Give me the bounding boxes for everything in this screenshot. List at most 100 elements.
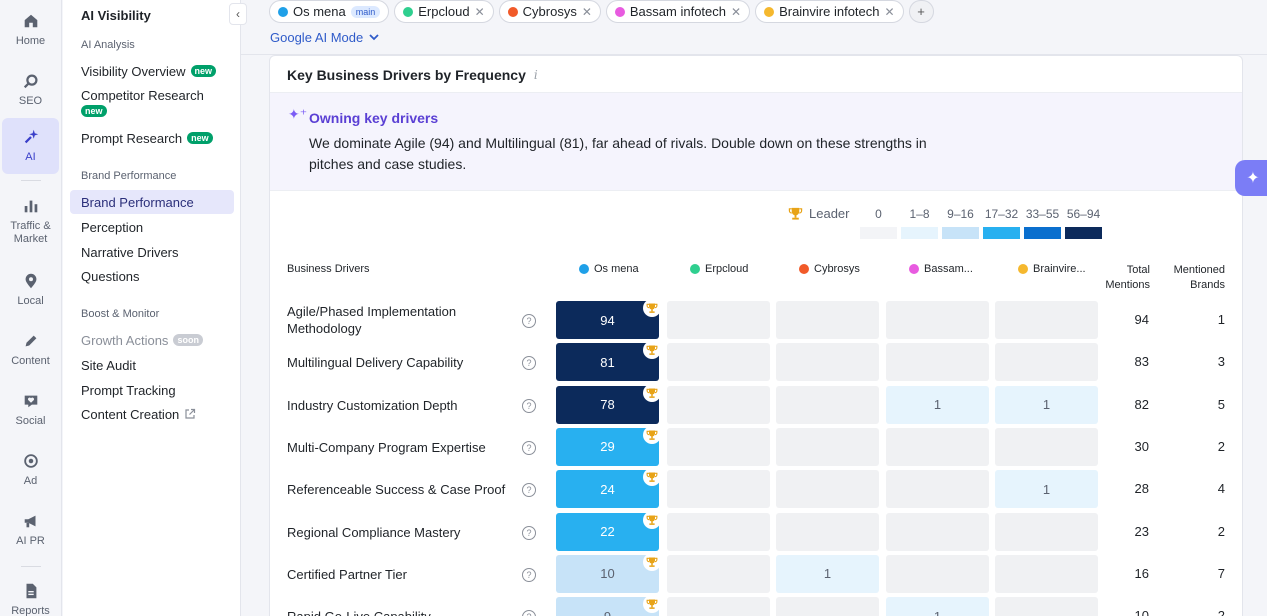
col-header-brand[interactable]: Bassam... xyxy=(909,263,973,275)
sidebar-item-visibility-overview[interactable]: Visibility Overview new xyxy=(70,59,234,83)
heatmap-cell[interactable] xyxy=(886,343,989,382)
help-icon[interactable]: ? xyxy=(522,398,536,413)
heatmap-cell[interactable]: 78 xyxy=(556,383,661,424)
heatmap-cell[interactable] xyxy=(776,343,879,382)
sidebar-item-label: Growth Actions xyxy=(81,332,169,348)
col-header-brand[interactable]: Cybrosys xyxy=(799,263,860,275)
info-icon[interactable]: i xyxy=(533,68,538,82)
heatmap-cell[interactable] xyxy=(776,470,879,509)
heatmap-cell[interactable] xyxy=(776,427,879,466)
col-header-brand[interactable]: Os mena xyxy=(579,263,639,275)
sidebar-item-competitor-research[interactable]: Competitor Research new xyxy=(70,84,234,122)
nav-content[interactable]: Content xyxy=(2,322,59,378)
legend-swatch xyxy=(983,227,1020,239)
help-icon[interactable]: ? xyxy=(522,483,536,498)
heatmap-cell[interactable] xyxy=(886,512,989,551)
nav-seo[interactable]: SEO xyxy=(2,62,59,118)
heatmap-cell[interactable] xyxy=(886,470,989,509)
chip-erpcloud[interactable]: Erpcloud ✕ xyxy=(394,0,494,23)
heatmap-cell[interactable]: 81 xyxy=(556,341,661,382)
row-total-mentions: 82 xyxy=(1134,396,1149,412)
col-header-brand[interactable]: Brainvire... xyxy=(1018,263,1086,275)
remove-icon[interactable]: ✕ xyxy=(474,4,485,19)
legend-swatch xyxy=(942,227,979,239)
chip-brainvire-infotech[interactable]: Brainvire infotech ✕ xyxy=(755,0,904,23)
heatmap-cell[interactable]: 1 xyxy=(886,385,989,424)
home-icon xyxy=(24,14,37,28)
sidebar-item-narrative-drivers[interactable]: Narrative Drivers xyxy=(70,240,234,264)
remove-icon[interactable]: ✕ xyxy=(581,4,592,19)
heatmap-cell[interactable] xyxy=(886,301,989,339)
row-driver-label: Rapid Go-Live Capability xyxy=(287,608,512,616)
nav-ai[interactable]: AI xyxy=(2,118,59,174)
add-competitor-button[interactable]: + xyxy=(908,0,934,23)
help-icon[interactable]: ? xyxy=(522,567,536,582)
help-icon[interactable]: ? xyxy=(522,314,536,328)
heatmap-cell[interactable] xyxy=(667,385,770,424)
ai-mode-selector[interactable]: Google AI Mode xyxy=(270,30,379,45)
help-icon[interactable]: ? xyxy=(522,356,536,371)
heatmap-cell[interactable]: 1 xyxy=(995,470,1098,509)
nav-reports[interactable]: Reports xyxy=(2,572,59,616)
chip-os-mena[interactable]: Os mena main xyxy=(269,0,390,23)
heatmap-cell[interactable] xyxy=(667,554,770,593)
sidebar-item-prompt-tracking[interactable]: Prompt Tracking xyxy=(70,378,234,402)
nav-social[interactable]: Social xyxy=(2,382,59,438)
heatmap-cell[interactable]: 22 xyxy=(556,510,661,551)
heatmap-cell[interactable] xyxy=(667,343,770,382)
ai-assistant-button[interactable]: ✦ xyxy=(1235,160,1267,196)
row-total-mentions: 94 xyxy=(1134,312,1149,327)
heatmap-cell[interactable] xyxy=(776,597,879,616)
col-header-brand[interactable]: Erpcloud xyxy=(690,263,748,275)
heatmap-cell[interactable] xyxy=(886,554,989,593)
new-badge: new xyxy=(187,132,213,144)
sidebar-item-label: Visibility Overview xyxy=(81,63,186,79)
remove-icon[interactable]: ✕ xyxy=(731,4,742,19)
heatmap-cell[interactable]: 29 xyxy=(556,425,661,466)
help-icon[interactable]: ? xyxy=(522,610,536,616)
sidebar-item-brand-performance[interactable]: Brand Performance xyxy=(70,190,234,214)
help-icon[interactable]: ? xyxy=(522,440,536,455)
heatmap-cell[interactable] xyxy=(995,554,1098,593)
nav-traffic-market[interactable]: Traffic & Market xyxy=(2,193,59,249)
sidebar-item-content-creation[interactable]: Content Creation xyxy=(70,402,234,426)
row-total-mentions: 30 xyxy=(1134,438,1149,454)
nav-ai-pr[interactable]: AI PR xyxy=(2,502,59,558)
sidebar-item-growth-actions[interactable]: Growth Actions soon xyxy=(70,328,234,352)
heatmap-cell[interactable]: 1 xyxy=(995,385,1098,424)
heatmap-cell[interactable]: 94 xyxy=(556,299,661,339)
sidebar-item-perception[interactable]: Perception xyxy=(70,215,234,239)
heatmap-cell[interactable]: 24 xyxy=(556,468,661,509)
sidebar-item-prompt-research[interactable]: Prompt Research new xyxy=(70,126,234,150)
heatmap-cell[interactable] xyxy=(776,512,879,551)
chip-bassam-infotech[interactable]: Bassam infotech ✕ xyxy=(605,0,751,23)
collapse-sidebar-button[interactable]: ‹ xyxy=(229,3,247,25)
heatmap-cell[interactable] xyxy=(667,470,770,509)
heatmap-cell[interactable] xyxy=(995,301,1098,339)
heatmap-cell[interactable] xyxy=(776,301,879,339)
sidebar-item-questions[interactable]: Questions xyxy=(70,264,234,288)
chip-cybrosys[interactable]: Cybrosys ✕ xyxy=(498,0,601,23)
heatmap-cell[interactable] xyxy=(667,301,770,339)
heatmap-cell[interactable] xyxy=(995,427,1098,466)
heatmap-cell[interactable] xyxy=(667,512,770,551)
nav-ad[interactable]: Ad xyxy=(2,442,59,498)
remove-icon[interactable]: ✕ xyxy=(884,4,895,19)
main-badge: main xyxy=(350,5,381,18)
sidebar-item-label: Prompt Tracking xyxy=(81,382,176,398)
heatmap-cell[interactable] xyxy=(776,385,879,424)
help-icon[interactable]: ? xyxy=(522,525,536,540)
heatmap-cell[interactable] xyxy=(886,427,989,466)
heatmap-cell[interactable]: 1 xyxy=(776,554,879,593)
nav-home[interactable]: Home xyxy=(2,2,59,58)
heatmap-cell[interactable] xyxy=(995,512,1098,551)
heatmap-cell[interactable] xyxy=(667,427,770,466)
heatmap-cell[interactable] xyxy=(667,597,770,616)
sidebar-item-site-audit[interactable]: Site Audit xyxy=(70,353,234,377)
heatmap-cell[interactable] xyxy=(995,597,1098,616)
heatmap-cell[interactable]: 9 xyxy=(556,595,661,616)
heatmap-cell[interactable] xyxy=(995,343,1098,382)
nav-local[interactable]: Local xyxy=(2,262,59,318)
heatmap-cell[interactable]: 1 xyxy=(886,597,989,616)
heatmap-cell[interactable]: 10 xyxy=(556,552,661,593)
